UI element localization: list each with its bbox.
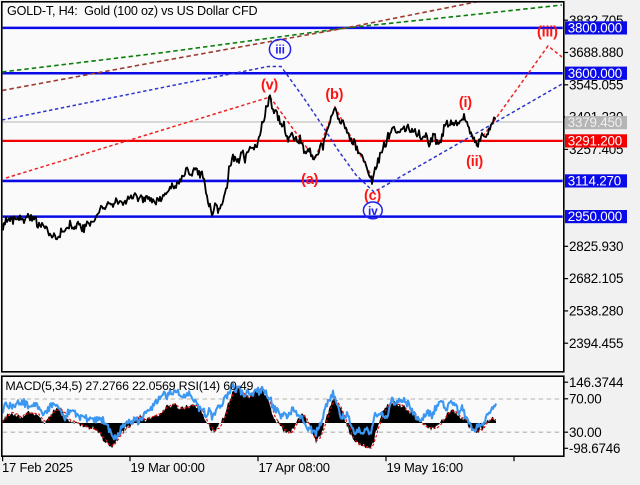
svg-text:2950.000: 2950.000 (568, 209, 622, 224)
svg-text:(iii): (iii) (537, 25, 558, 41)
svg-text:3291.200: 3291.200 (568, 134, 622, 149)
svg-text:iii: iii (275, 43, 284, 57)
svg-text:17 Feb 2025: 17 Feb 2025 (2, 460, 73, 475)
svg-text:17 Apr 08:00: 17 Apr 08:00 (259, 460, 330, 475)
svg-text:MACD(5,34,5) 27.2766 22.0569 R: MACD(5,34,5) 27.2766 22.0569 RSI(14) 60.… (5, 379, 253, 393)
svg-text:2682.105: 2682.105 (569, 271, 623, 286)
svg-text:3688.880: 3688.880 (569, 45, 623, 60)
svg-text:-98.6746: -98.6746 (569, 441, 620, 456)
svg-text:19 Mar 00:00: 19 Mar 00:00 (131, 460, 205, 475)
svg-text:(c): (c) (364, 188, 381, 204)
svg-text:70.00: 70.00 (569, 391, 602, 406)
svg-text:3545.055: 3545.055 (569, 77, 623, 92)
svg-text:GOLD-T, H4: Gold (100 oz) vs: GOLD-T, H4: Gold (100 oz) vs US Dollar C… (7, 4, 257, 18)
svg-text:19 May 16:00: 19 May 16:00 (387, 460, 463, 475)
svg-text:(a): (a) (301, 172, 318, 188)
svg-text:146.3744: 146.3744 (569, 375, 624, 390)
svg-text:iv: iv (368, 204, 378, 218)
svg-text:30.00: 30.00 (569, 425, 602, 440)
svg-text:(ii): (ii) (466, 154, 483, 170)
svg-text:3600.000: 3600.000 (568, 66, 622, 81)
svg-text:(i): (i) (459, 95, 472, 111)
svg-text:3800.000: 3800.000 (568, 21, 622, 36)
svg-text:(b): (b) (325, 87, 343, 103)
svg-text:3379.450: 3379.450 (568, 115, 622, 130)
svg-text:2825.930: 2825.930 (569, 239, 623, 254)
svg-text:2538.280: 2538.280 (569, 304, 623, 319)
svg-text:2394.455: 2394.455 (569, 336, 623, 351)
svg-text:(v): (v) (261, 78, 278, 94)
svg-text:3114.270: 3114.270 (568, 174, 621, 189)
